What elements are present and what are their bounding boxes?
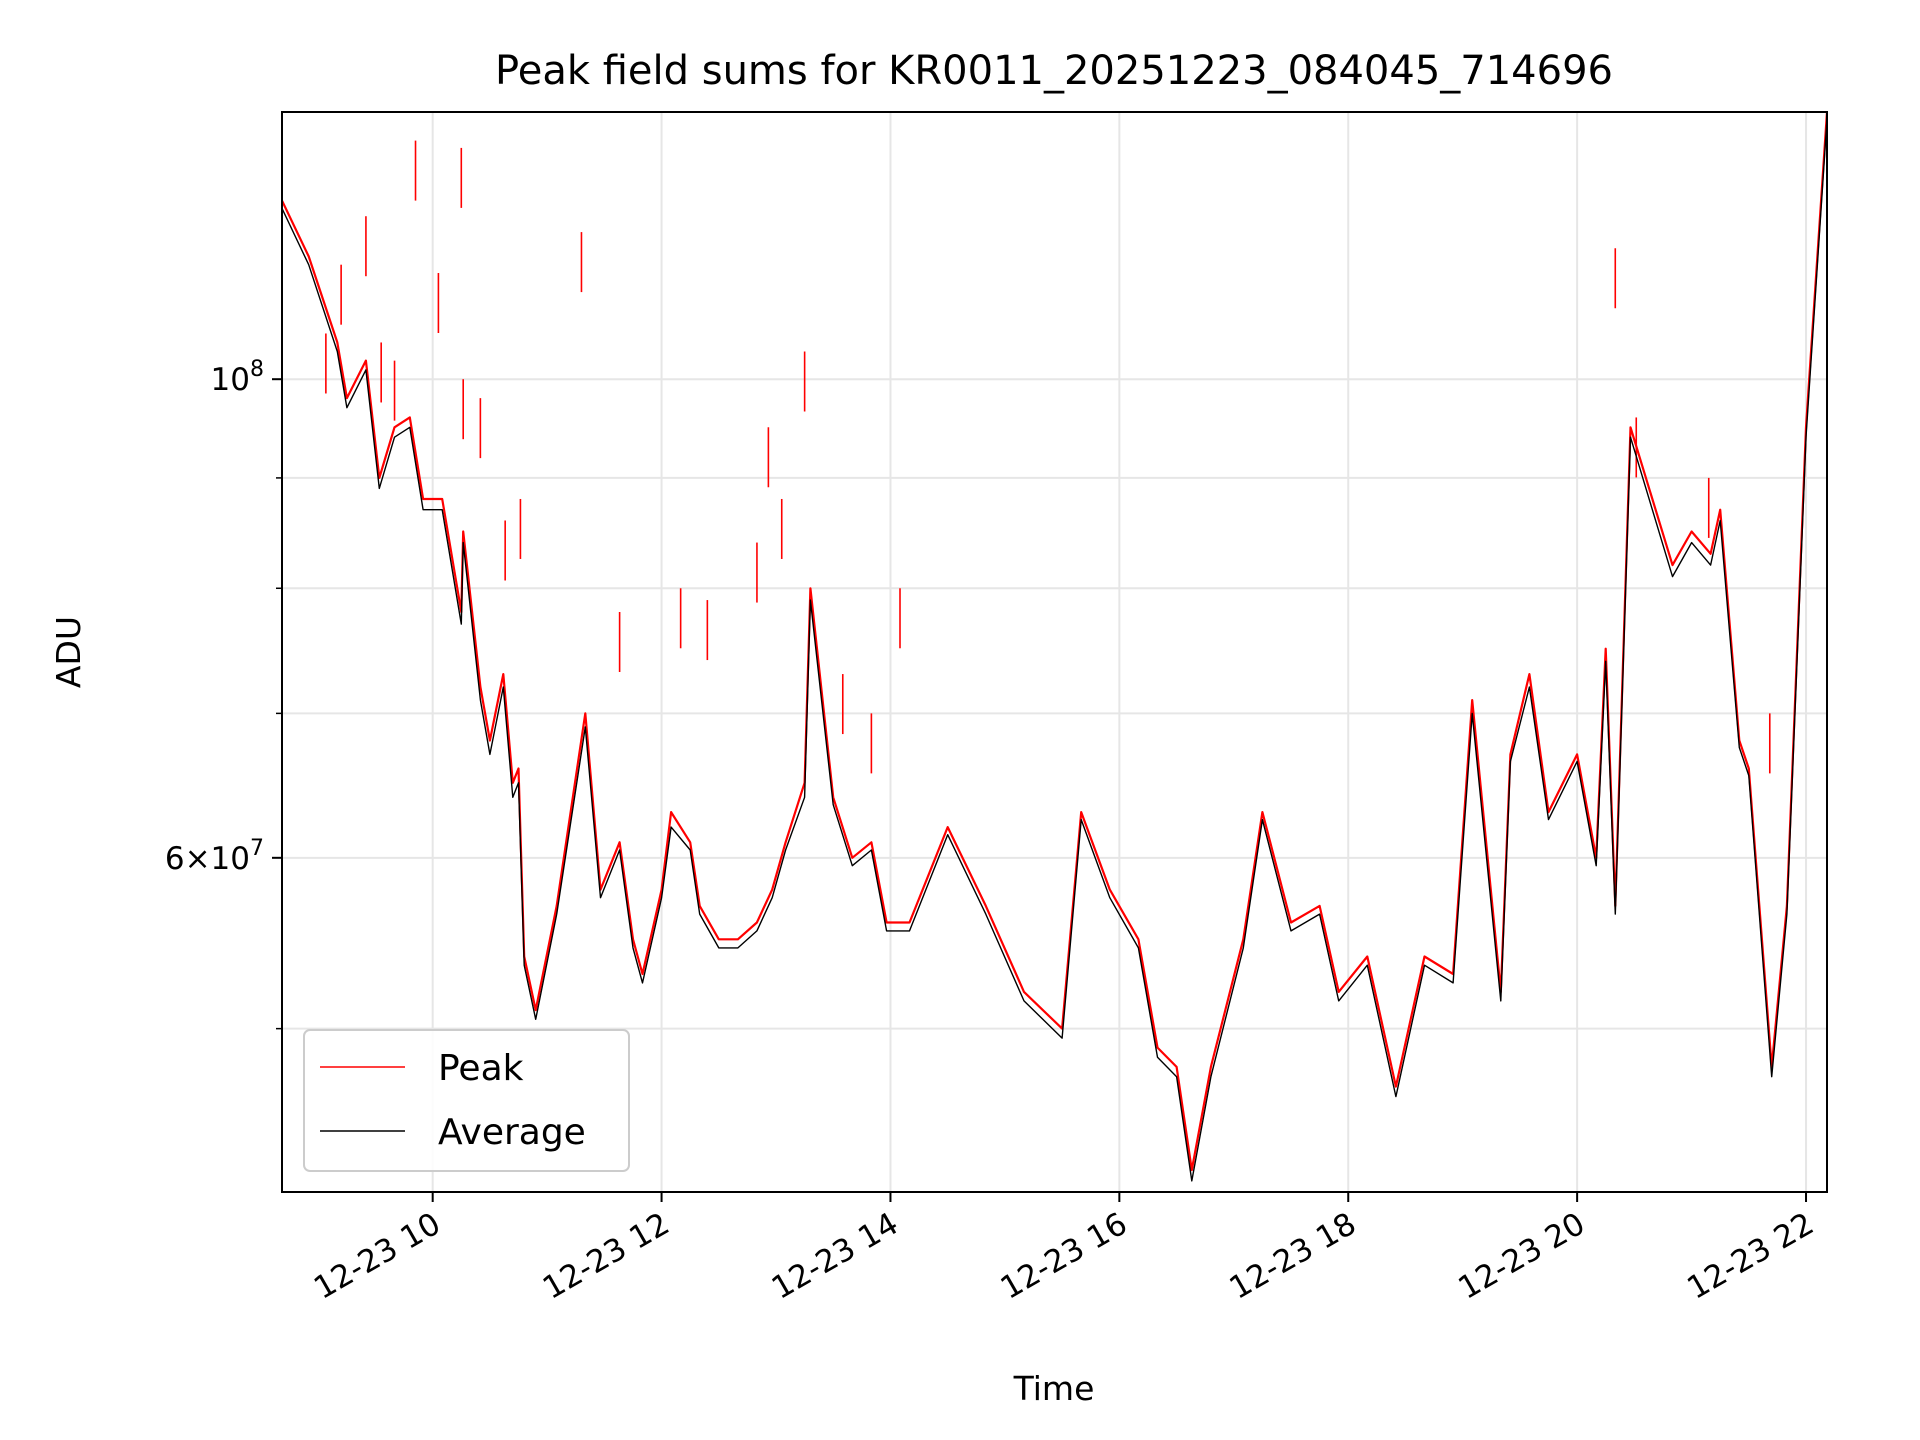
series-line-average — [282, 119, 1827, 1182]
series-line-peak — [282, 112, 1827, 1172]
y-axis-label: ADU — [49, 616, 88, 688]
legend-label-average: Average — [438, 1112, 586, 1153]
x-axis-label: Time — [1013, 1369, 1095, 1408]
y-tick-label: 6×107 — [165, 836, 264, 877]
plot-frame — [281, 111, 1828, 1193]
chart-title: Peak field sums for KR0011_20251223_0840… — [495, 48, 1613, 94]
legend: Peak Average — [303, 1029, 630, 1172]
plot-series — [282, 112, 1827, 1182]
legend-box — [303, 1029, 630, 1172]
grid — [282, 112, 1827, 1192]
legend-label-peak: Peak — [438, 1048, 524, 1089]
